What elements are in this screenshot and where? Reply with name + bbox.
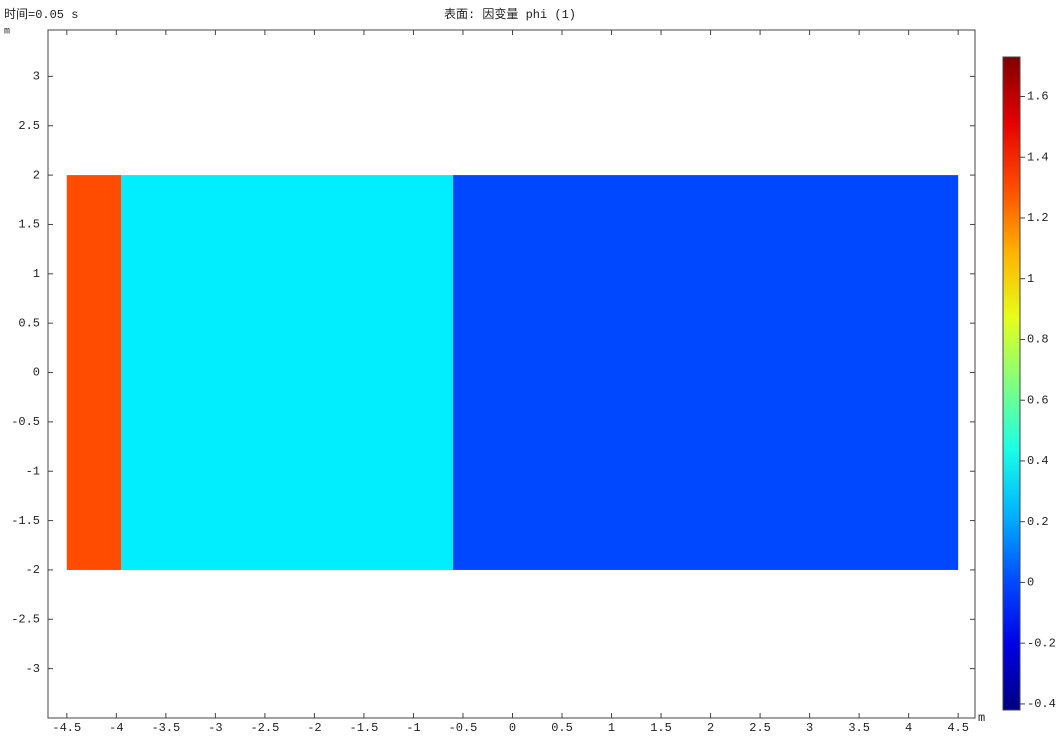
- x-tick-label: 0: [509, 721, 516, 735]
- x-tick-label: 2.5: [749, 721, 771, 735]
- y-tick-label: -2: [26, 563, 40, 577]
- y-unit: m: [4, 27, 10, 38]
- x-tick-label: 3.5: [848, 721, 870, 735]
- x-tick-label: 2: [707, 721, 714, 735]
- x-tick-label: 0.5: [551, 721, 573, 735]
- colorbar-tick-label: 1.2: [1027, 211, 1049, 225]
- colorbar-tick-label: 0.4: [1027, 454, 1049, 468]
- surface-region: [66, 175, 122, 570]
- y-tick-label: 0: [33, 366, 40, 380]
- plot-title: 表面: 因变量 phi (1): [444, 6, 576, 22]
- x-tick-label: 3: [806, 721, 813, 735]
- x-tick-label: -3: [208, 721, 222, 735]
- y-tick-label: 3: [33, 70, 40, 84]
- colorbar-tick-label: -0.2: [1027, 636, 1056, 650]
- surface-region: [121, 175, 454, 570]
- colorbar-tick-label: 0.8: [1027, 333, 1049, 347]
- x-tick-label: -4.5: [52, 721, 81, 735]
- y-tick-label: 1.5: [18, 218, 40, 232]
- y-tick-label: -3: [26, 662, 40, 676]
- colorbar: [1002, 56, 1021, 711]
- time-label: 时间=0.05 s: [4, 7, 78, 22]
- y-tick-label: 2.5: [18, 119, 40, 133]
- y-tick-label: 1: [33, 267, 40, 281]
- x-tick-label: -0.5: [449, 721, 478, 735]
- colorbar-tick-label: 1: [1027, 272, 1034, 286]
- x-tick-label: 4.5: [947, 721, 969, 735]
- colorbar-tick-label: 0.6: [1027, 393, 1049, 407]
- y-tick-label: -2.5: [11, 612, 40, 626]
- x-tick-label: 4: [905, 721, 912, 735]
- plot-frame: [47, 29, 976, 719]
- y-tick-label: -0.5: [11, 415, 40, 429]
- colorbar-tick-label: -0.4: [1027, 697, 1056, 711]
- x-tick-label: 1: [608, 721, 615, 735]
- y-tick-label: -1.5: [11, 514, 40, 528]
- colorbar-tick-label: 0.2: [1027, 515, 1049, 529]
- x-tick-label: -1: [406, 721, 420, 735]
- x-tick-label: 1.5: [650, 721, 672, 735]
- colorbar-tick-label: 1.6: [1027, 90, 1049, 104]
- x-tick-label: -4: [109, 721, 123, 735]
- colorbar-tick-label: 1.4: [1027, 150, 1049, 164]
- x-unit: m: [978, 711, 985, 725]
- x-tick-label: -3.5: [151, 721, 180, 735]
- surface-region: [453, 175, 959, 570]
- x-tick-label: -1.5: [350, 721, 379, 735]
- x-tick-label: -2: [307, 721, 321, 735]
- y-tick-label: 0.5: [18, 316, 40, 330]
- y-tick-label: -1: [26, 464, 40, 478]
- y-tick-label: 2: [33, 168, 40, 182]
- colorbar-tick-label: 0: [1027, 576, 1034, 590]
- x-tick-label: -2.5: [250, 721, 279, 735]
